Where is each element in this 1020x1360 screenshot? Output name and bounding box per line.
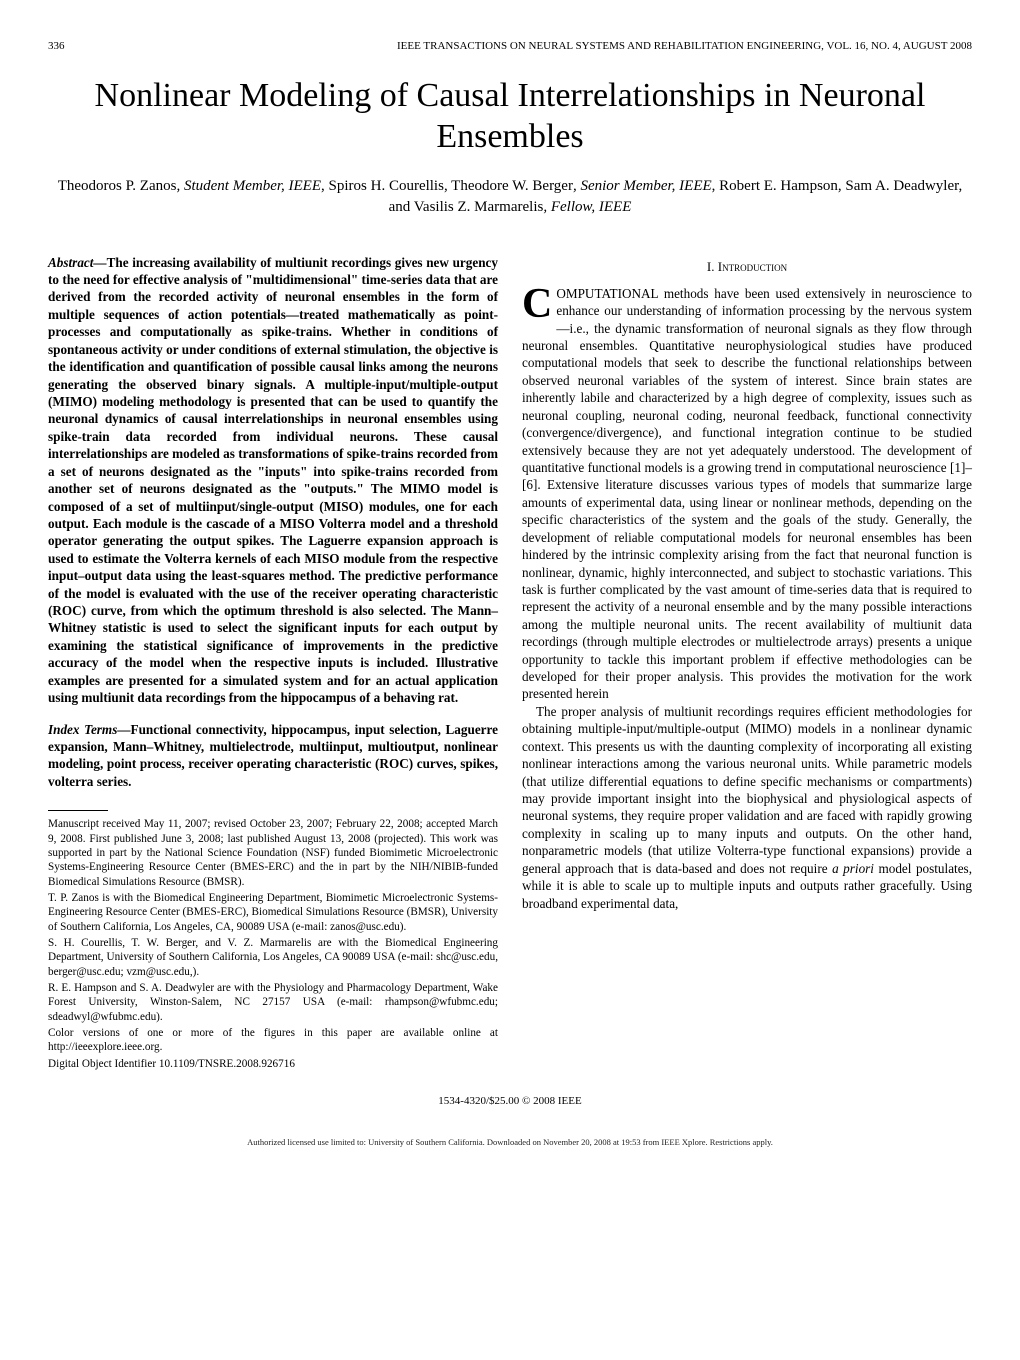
journal-name: IEEE TRANSACTIONS ON NEURAL SYSTEMS AND … bbox=[397, 40, 972, 52]
abstract: Abstract—The increasing availability of … bbox=[48, 254, 498, 707]
author-role: , Fellow, IEEE bbox=[543, 199, 631, 215]
manuscript-line: Color versions of one or more of the fig… bbox=[48, 1026, 498, 1055]
intro-text-pre: The proper analysis of multiunit recordi… bbox=[522, 704, 972, 876]
author-role: , Senior Member, IEEE bbox=[573, 178, 712, 194]
intro-paragraph-2: The proper analysis of multiunit recordi… bbox=[522, 703, 972, 912]
manuscript-line: Digital Object Identifier 10.1109/TNSRE.… bbox=[48, 1057, 498, 1071]
index-terms-label: Index Terms— bbox=[48, 722, 131, 737]
manuscript-line: T. P. Zanos is with the Biomedical Engin… bbox=[48, 891, 498, 934]
left-column: Abstract—The increasing availability of … bbox=[48, 254, 498, 1073]
running-header: 336 IEEE TRANSACTIONS ON NEURAL SYSTEMS … bbox=[48, 40, 972, 52]
abstract-label: Abstract— bbox=[48, 255, 107, 270]
abstract-text: The increasing availability of multiunit… bbox=[48, 255, 498, 706]
footnote-rule bbox=[48, 810, 108, 811]
license-fine-print: Authorized licensed use limited to: Univ… bbox=[48, 1137, 972, 1147]
intro-paragraph-1: COMPUTATIONAL methods have been used ext… bbox=[522, 285, 972, 703]
manuscript-footnote: Manuscript received May 11, 2007; revise… bbox=[48, 810, 498, 1071]
author-name: Theodoros P. Zanos bbox=[58, 178, 177, 194]
two-column-layout: Abstract—The increasing availability of … bbox=[48, 254, 972, 1073]
manuscript-line: S. H. Courellis, T. W. Berger, and V. Z.… bbox=[48, 936, 498, 979]
intro-text: OMPUTATIONAL methods have been used exte… bbox=[522, 286, 972, 702]
manuscript-line: R. E. Hampson and S. A. Deadwyler are wi… bbox=[48, 981, 498, 1024]
dropcap-letter: C bbox=[522, 285, 556, 321]
section-heading: I. Introduction bbox=[522, 258, 972, 275]
author-name: , Spiros H. Courellis, Theodore W. Berge… bbox=[321, 178, 573, 194]
index-terms: Index Terms—Functional connectivity, hip… bbox=[48, 721, 498, 791]
right-column: I. Introduction COMPUTATIONAL methods ha… bbox=[522, 254, 972, 1073]
manuscript-line: Manuscript received May 11, 2007; revise… bbox=[48, 817, 498, 889]
author-role: , Student Member, IEEE bbox=[176, 178, 321, 194]
page-number: 336 bbox=[48, 40, 65, 52]
author-list: Theodoros P. Zanos, Student Member, IEEE… bbox=[48, 176, 972, 218]
copyright-footer: 1534-4320/$25.00 © 2008 IEEE bbox=[48, 1095, 972, 1107]
intro-text-italic: a priori bbox=[832, 861, 874, 876]
paper-title: Nonlinear Modeling of Causal Interrelati… bbox=[48, 76, 972, 158]
